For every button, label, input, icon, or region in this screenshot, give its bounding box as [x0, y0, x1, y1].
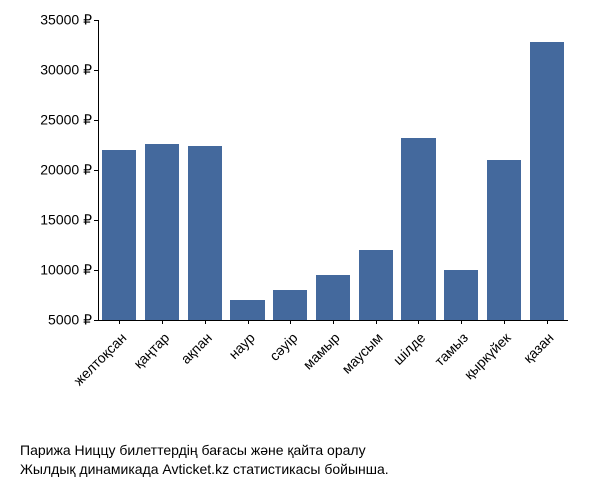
y-tick-label: 35000 ₽	[40, 12, 92, 29]
y-tick-mark	[94, 20, 98, 21]
x-tick-label: қаңтар	[130, 328, 173, 371]
x-tick-mark	[461, 320, 462, 324]
y-tick-label: 10000 ₽	[40, 262, 92, 279]
x-tick-mark	[248, 320, 249, 324]
bar	[230, 300, 264, 320]
bar	[444, 270, 478, 320]
x-tick-label: сәуір	[266, 328, 302, 364]
y-tick-mark	[94, 120, 98, 121]
y-tick-mark	[94, 220, 98, 221]
y-tick-mark	[94, 320, 98, 321]
bar	[102, 150, 136, 320]
x-tick-label: ақпан	[177, 328, 216, 367]
bar	[188, 146, 222, 320]
x-tick-label: тамыз	[431, 328, 472, 369]
y-tick-mark	[94, 170, 98, 171]
y-tick-mark	[94, 70, 98, 71]
bar	[145, 144, 179, 320]
x-tick-label: мамыр	[300, 328, 344, 372]
x-tick-mark	[547, 320, 548, 324]
caption-line-2: Жылдық динамикада Avticket.kz статистика…	[20, 460, 580, 480]
x-tick-mark	[205, 320, 206, 324]
x-tick-mark	[162, 320, 163, 324]
caption-line-1: Парижа Ниццу билеттердің бағасы және қай…	[20, 441, 580, 461]
bar-chart: 5000 ₽ 10000 ₽ 15000 ₽ 20000 ₽ 25000 ₽ 30000 …	[20, 20, 580, 400]
x-tick-label: желтоқсан	[70, 328, 130, 388]
bar	[273, 290, 307, 320]
bar	[530, 42, 564, 320]
x-tick-label: маусым	[338, 328, 387, 377]
x-tick-mark	[376, 320, 377, 324]
bars-container	[98, 20, 568, 320]
y-axis-ticks: 5000 ₽10000 ₽15000 ₽20000 ₽25000 ₽30000 …	[20, 20, 98, 320]
x-tick-mark	[418, 320, 419, 324]
x-tick-label: шілде	[390, 328, 430, 368]
y-tick-mark	[94, 270, 98, 271]
y-tick-label: 15000 ₽	[40, 212, 92, 229]
x-tick-mark	[290, 320, 291, 324]
bar	[487, 160, 521, 320]
plot-area	[98, 20, 568, 320]
x-tick-mark	[504, 320, 505, 324]
bar	[316, 275, 350, 320]
bar	[401, 138, 435, 320]
y-tick-label: 30000 ₽	[40, 62, 92, 79]
x-tick-label: қазан	[520, 328, 558, 366]
chart-caption: Парижа Ниццу билеттердің бағасы және қай…	[20, 441, 580, 480]
bar	[359, 250, 393, 320]
y-tick-label: 25000 ₽	[40, 112, 92, 129]
y-tick-label: 20000 ₽	[40, 162, 92, 179]
x-tick-label: наур	[225, 328, 259, 362]
x-axis-labels: желтоқсанқаңтарақпаннаурсәуірмамырмаусым…	[98, 324, 568, 414]
y-tick-label: 5000 ₽	[48, 312, 92, 329]
x-tick-mark	[333, 320, 334, 324]
x-tick-mark	[119, 320, 120, 324]
